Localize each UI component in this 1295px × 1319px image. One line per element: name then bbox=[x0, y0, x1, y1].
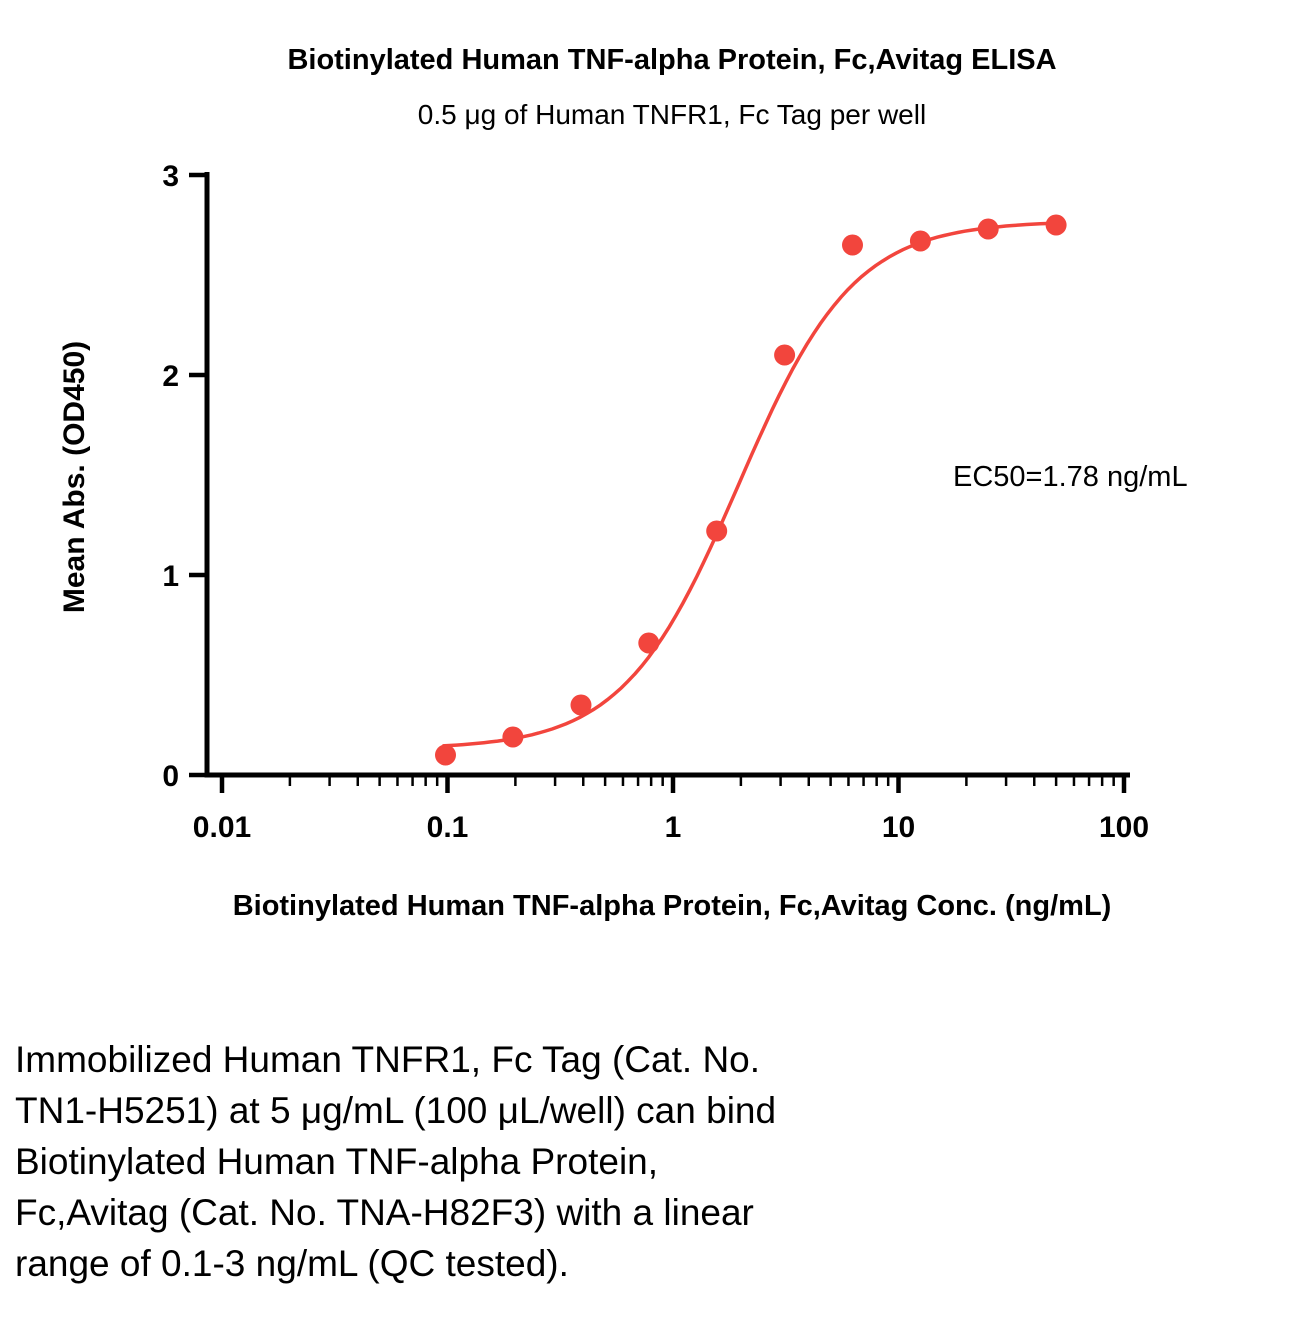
caption-line: Fc,Avitag (Cat. No. TNA-H82F3) with a li… bbox=[15, 1192, 754, 1233]
caption-line: Biotinylated Human TNF-alpha Protein, bbox=[15, 1141, 659, 1182]
svg-text:0.01: 0.01 bbox=[193, 811, 251, 844]
caption-line: TN1-H5251) at 5 μg/mL (100 μL/well) can … bbox=[15, 1090, 777, 1131]
svg-text:1: 1 bbox=[665, 811, 682, 844]
data-points bbox=[435, 214, 1067, 766]
fit-curve bbox=[442, 221, 1061, 748]
svg-text:2: 2 bbox=[162, 360, 179, 393]
svg-text:0: 0 bbox=[162, 760, 179, 793]
x-axis-label: Biotinylated Human TNF-alpha Protein, Fc… bbox=[232, 890, 1112, 922]
ec50-annotation: EC50=1.78 ng/mL bbox=[953, 461, 1188, 493]
caption-line: range of 0.1-3 ng/mL (QC tested). bbox=[15, 1243, 569, 1284]
svg-text:1: 1 bbox=[162, 560, 179, 593]
svg-text:0.1: 0.1 bbox=[427, 811, 469, 844]
caption-line: Immobilized Human TNFR1, Fc Tag (Cat. No… bbox=[15, 1039, 761, 1080]
chart-subtitle: 0.5 μg of Human TNFR1, Fc Tag per well bbox=[417, 99, 927, 130]
caption-text: Immobilized Human TNFR1, Fc Tag (Cat. No… bbox=[15, 1034, 1275, 1289]
svg-text:100: 100 bbox=[1099, 811, 1149, 844]
svg-text:3: 3 bbox=[162, 160, 179, 193]
tick-marks bbox=[189, 172, 1127, 793]
svg-text:10: 10 bbox=[882, 811, 915, 844]
tick-labels: 0 1 2 3 0.01 0.1 1 10 100 bbox=[162, 160, 1149, 844]
chart-title: Biotinylated Human TNF-alpha Protein, Fc… bbox=[287, 44, 1057, 76]
plot-svg: 0 1 2 3 0.01 0.1 1 10 100 bbox=[162, 160, 1149, 844]
